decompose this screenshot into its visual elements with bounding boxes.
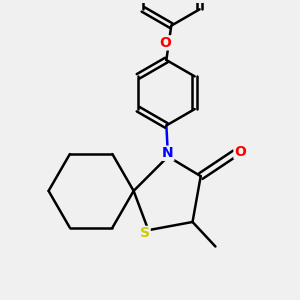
- Text: N: N: [162, 146, 174, 160]
- Text: S: S: [140, 226, 150, 240]
- Text: O: O: [234, 145, 246, 159]
- Text: O: O: [160, 36, 172, 50]
